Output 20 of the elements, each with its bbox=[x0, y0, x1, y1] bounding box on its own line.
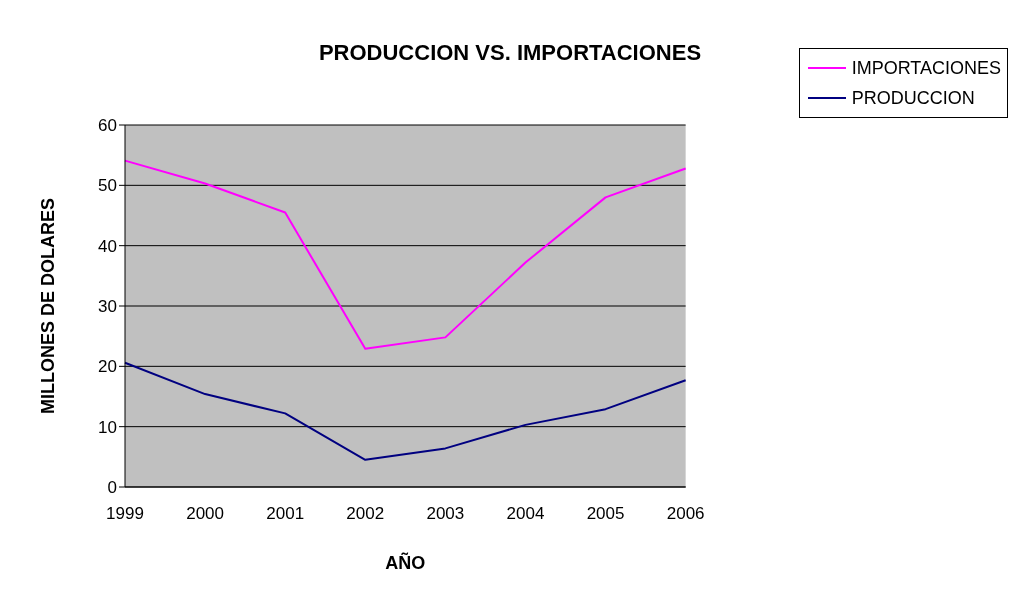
x-tick-label: 2004 bbox=[506, 504, 545, 524]
legend-label: PRODUCCION bbox=[851, 87, 975, 110]
y-tick-label: 40 bbox=[98, 236, 117, 256]
y-tick-label: 20 bbox=[98, 357, 117, 377]
legend-label: IMPORTACIONES bbox=[851, 57, 1001, 80]
y-axis-title: MILLONES DE DOLARES bbox=[38, 197, 59, 415]
x-tick-label: 2001 bbox=[266, 504, 305, 524]
x-tick-label: 2000 bbox=[186, 504, 225, 524]
x-tick-label: 2003 bbox=[426, 504, 465, 524]
x-axis-title: AÑO bbox=[385, 552, 426, 573]
x-tick-label: 2002 bbox=[346, 504, 385, 524]
y-tick-label: 0 bbox=[107, 478, 117, 498]
x-tick-label: 2006 bbox=[666, 504, 705, 524]
y-tick-label: 60 bbox=[98, 116, 117, 136]
chart-title: PRODUCCION VS. IMPORTACIONES bbox=[318, 40, 702, 65]
x-tick-label: 1999 bbox=[106, 504, 144, 524]
y-tick-label: 50 bbox=[98, 176, 117, 196]
y-tick-label: 10 bbox=[98, 417, 117, 437]
y-tick-label: 30 bbox=[98, 297, 117, 317]
x-tick-label: 2005 bbox=[586, 504, 625, 524]
